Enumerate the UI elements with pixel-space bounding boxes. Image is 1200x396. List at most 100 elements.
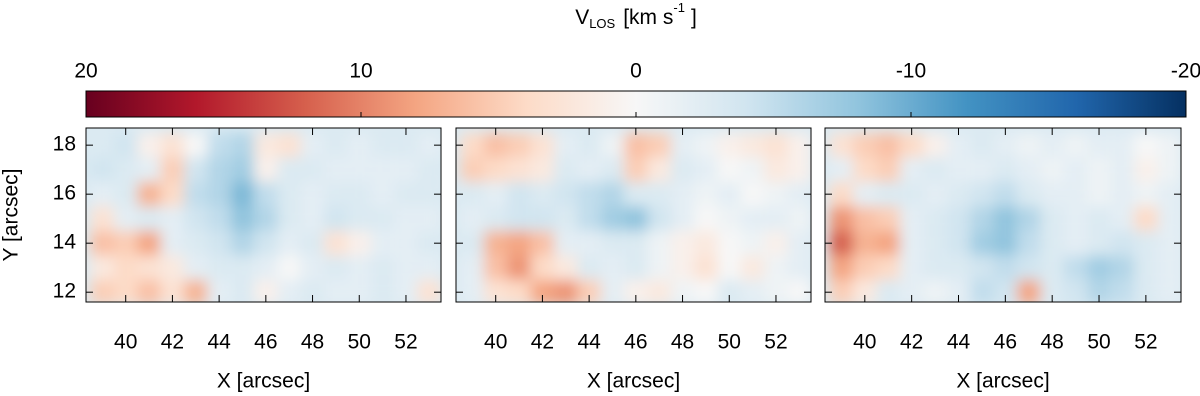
cell	[993, 206, 1018, 231]
cell	[160, 157, 185, 182]
cell	[717, 157, 741, 182]
cell	[417, 132, 441, 158]
cell	[717, 181, 741, 207]
cell	[717, 230, 741, 256]
x-tick-label: 44	[947, 331, 971, 354]
cell	[717, 279, 741, 302]
cell	[554, 181, 578, 207]
cell	[1017, 181, 1041, 207]
cell	[1134, 279, 1158, 302]
cell	[254, 157, 278, 182]
cell	[417, 206, 441, 231]
cell	[670, 132, 695, 158]
cell	[370, 279, 395, 302]
cell	[899, 255, 924, 280]
colorbar-label: VLOS [km s-1]	[575, 0, 697, 31]
cell	[347, 230, 371, 256]
cell	[324, 157, 348, 182]
cell	[460, 206, 485, 231]
cell	[160, 132, 185, 158]
cell	[764, 230, 788, 256]
frame	[824, 127, 1182, 303]
cell	[207, 132, 231, 158]
cell	[1063, 230, 1088, 256]
cell	[970, 206, 994, 231]
cell	[1017, 157, 1041, 182]
cell	[207, 181, 231, 207]
cell	[484, 206, 508, 231]
label-part: [km s	[623, 6, 673, 29]
cell	[1110, 230, 1135, 256]
cell	[254, 206, 278, 231]
cell	[277, 157, 301, 182]
cell	[90, 132, 115, 158]
cell	[577, 181, 601, 207]
cell	[484, 181, 508, 207]
cell	[1017, 279, 1041, 302]
cell	[114, 132, 138, 158]
x-tick-label: 48	[1041, 331, 1064, 354]
y-tick-label: 18	[53, 133, 76, 156]
cell	[1157, 157, 1181, 182]
cell	[647, 206, 671, 231]
cell	[899, 230, 924, 256]
cell	[946, 230, 971, 256]
cell	[1063, 279, 1088, 302]
colorbar-tick-label: -10	[896, 60, 926, 83]
cell	[764, 132, 788, 158]
x-tick-label: 46	[254, 331, 277, 354]
cell	[460, 132, 485, 158]
cell	[184, 157, 208, 182]
cell	[417, 255, 441, 280]
cell	[484, 255, 508, 280]
cell	[114, 255, 138, 280]
cell	[460, 157, 485, 182]
cell	[600, 132, 625, 158]
cell	[507, 132, 531, 158]
x-tick-label: 50	[718, 331, 741, 354]
x-tick-label: 52	[394, 331, 417, 354]
cell	[184, 255, 208, 280]
colorbar-tick-label: 10	[349, 60, 372, 83]
cell	[184, 181, 208, 207]
cell	[787, 255, 811, 280]
cell	[970, 255, 994, 280]
heatmap	[86, 128, 441, 302]
cell	[207, 230, 231, 256]
cell	[1157, 181, 1181, 207]
cell	[717, 255, 741, 280]
cell	[1017, 206, 1041, 231]
cell	[1134, 157, 1158, 182]
cell	[417, 181, 441, 207]
cell	[417, 279, 441, 302]
cell	[207, 279, 231, 302]
cell	[694, 255, 718, 280]
cell	[899, 132, 924, 158]
cell	[577, 279, 601, 302]
x-tick-label: 50	[348, 331, 371, 354]
cell	[946, 279, 971, 302]
cell	[1087, 255, 1111, 280]
cell	[899, 181, 924, 207]
cell	[787, 132, 811, 158]
cell	[324, 206, 348, 231]
cell	[530, 230, 555, 256]
cell	[530, 132, 555, 158]
cell	[694, 181, 718, 207]
cell	[90, 181, 115, 207]
cell	[1063, 206, 1088, 231]
heatmap	[456, 128, 811, 302]
cell	[876, 255, 900, 280]
cell	[876, 206, 900, 231]
cell	[90, 206, 115, 231]
cell	[530, 206, 555, 231]
cell	[1063, 181, 1088, 207]
cell	[829, 230, 854, 256]
cell	[993, 181, 1018, 207]
cell	[300, 255, 325, 280]
cell	[600, 157, 625, 182]
cell	[184, 132, 208, 158]
cell	[624, 230, 648, 256]
cell	[370, 132, 395, 158]
cell	[853, 157, 877, 182]
